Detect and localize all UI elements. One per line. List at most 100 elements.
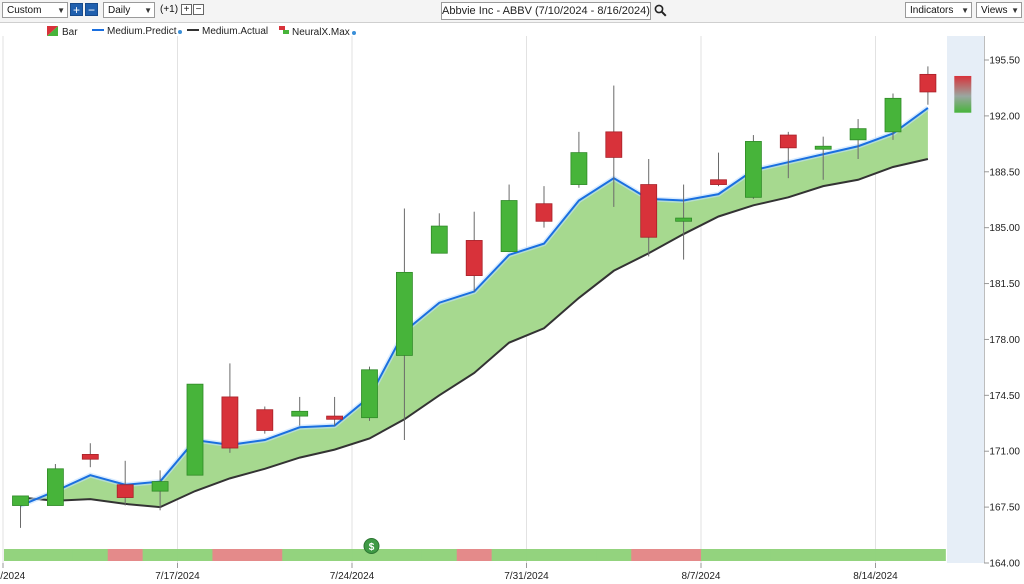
candle[interactable] [12,495,29,528]
zoom-in-button[interactable]: + [70,3,83,16]
info-dot-icon[interactable] [178,30,183,34]
dividend-marker-icon[interactable]: $ [363,538,380,554]
y-tick-label: 167.50 [989,503,1020,514]
candle-body [430,225,448,254]
candle-body [465,240,483,276]
candle[interactable] [151,470,169,511]
candle[interactable] [500,184,518,253]
signal-band-segment [107,549,144,561]
symbol-field[interactable]: Abbvie Inc - ABBV (7/10/2024 - 8/16/2024… [441,2,651,20]
candle-body [570,152,588,185]
forecast-zone [947,36,984,563]
candle[interactable] [326,396,344,426]
interval-select[interactable]: Daily ▼ [103,2,155,18]
offset-decrease-button[interactable]: − [193,4,204,15]
candle[interactable] [814,136,832,180]
x-tick-label: 7/31/2024 [504,571,549,582]
candle-body [221,396,239,449]
y-tick-label: 178.00 [989,335,1020,346]
candle[interactable] [640,159,658,257]
dividend-marker-label: $ [369,542,375,553]
range-select[interactable]: Custom ▼ [2,2,68,18]
legend-medium-actual: Medium.Actual [187,26,268,38]
candle[interactable] [81,443,99,468]
legend-bar: Bar [47,26,78,39]
candle-body [395,271,413,356]
candle[interactable] [430,213,448,254]
bar-icon [47,26,58,36]
offset-label: (+1) [160,4,179,15]
chevron-down-icon: ▼ [961,6,969,15]
candle-body [779,134,797,149]
symbol-title: Abbvie Inc - ABBV (7/10/2024 - 8/16/2024… [442,5,650,17]
candle-body [640,184,658,238]
candle-body [710,179,727,185]
candle-body [81,454,99,460]
candle[interactable] [116,460,134,506]
candle[interactable] [884,93,902,140]
candle[interactable] [256,406,274,434]
views-menu[interactable]: Views ▼ [976,2,1022,18]
candle[interactable] [535,186,553,228]
candle[interactable] [361,366,378,421]
x-tick-label: 8/7/2024 [682,571,721,582]
candle[interactable] [675,184,692,260]
candle[interactable] [221,363,239,453]
neuralx-max-bar[interactable] [954,75,972,113]
y-tick-label: 192.00 [989,111,1020,122]
offset-increase-button[interactable]: + [181,4,192,15]
candle-body [605,131,623,158]
chevron-down-icon: ▼ [144,6,152,15]
actual-line-swatch [187,29,199,31]
signal-band-segment [212,549,248,561]
candle-body [186,383,204,476]
legend-medium-predict: Medium.Predict [92,26,183,38]
signal-band-segment [37,549,74,561]
signal-band-segment [491,549,528,561]
signal-band-segment [421,549,458,561]
toolbar: Custom ▼ + − Daily ▼ (+1) + − Abbvie Inc… [0,0,1024,23]
signal-band [4,549,946,561]
y-tick-label: 195.50 [989,56,1020,67]
zoom-out-button[interactable]: − [85,3,98,16]
candle[interactable] [849,119,867,160]
candle[interactable] [395,208,413,441]
medium-actual-line [20,158,929,509]
candle[interactable] [919,66,937,105]
x-tick-label: 7/24/2024 [330,571,375,582]
candle[interactable] [465,211,483,292]
signal-band-segment [4,549,39,561]
info-dot-icon[interactable] [351,31,356,35]
chevron-down-icon: ▼ [1011,6,1019,15]
signal-band-segment [561,549,597,561]
indicators-menu[interactable]: Indicators ▼ [905,2,972,18]
candle[interactable] [605,85,623,207]
legend-medium-predict-label: Medium.Predict [107,26,177,37]
signal-band-segment [875,549,911,561]
candle-body [849,128,867,141]
y-tick-label: 185.00 [989,223,1020,234]
candle-body [326,415,344,420]
candle-body [116,484,134,498]
signal-band-segment [701,549,737,561]
signal-band-segment [72,549,109,561]
candle-body [12,495,29,506]
predict-line-swatch [92,29,104,31]
candle[interactable] [291,396,309,426]
candle[interactable] [47,463,64,506]
search-icon[interactable] [654,4,667,17]
signal-band-segment [282,549,318,561]
candle[interactable] [710,152,727,187]
candle[interactable] [186,383,204,476]
candle[interactable] [779,131,797,179]
signal-band-segment [247,549,283,561]
candle-body [361,369,378,419]
candle[interactable] [570,131,588,188]
candle-body [675,217,692,222]
legend-neuralx-max-label: NeuralX.Max [292,27,350,38]
candle-body [814,145,832,150]
candle[interactable] [745,135,762,199]
predict-actual-fill [20,107,928,508]
candle-body [256,409,274,431]
